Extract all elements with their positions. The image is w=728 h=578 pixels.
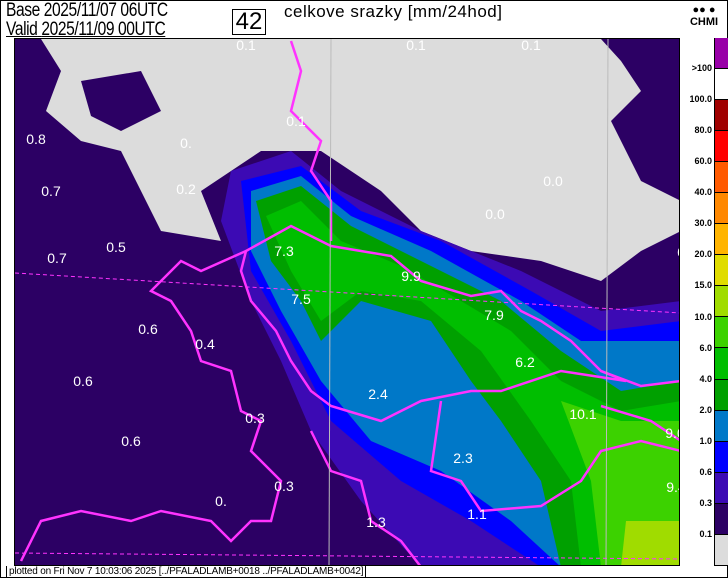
- legend-label: 100.0: [689, 94, 712, 105]
- logo-mark-icon: ●● ●: [692, 4, 716, 16]
- precip-value-label: 0.1: [406, 38, 426, 53]
- meridian-lines: [328, 39, 609, 565]
- precip-value-label: 0.: [180, 135, 192, 151]
- legend-label: 0.1: [699, 528, 712, 539]
- precip-0.3-ne: [601, 39, 679, 200]
- legend-swatch: [715, 38, 728, 70]
- valid-time: 2025/11/09 00UTC: [41, 19, 166, 40]
- precip-value-label: 0.7: [41, 183, 61, 199]
- map-svg: [15, 39, 679, 565]
- legend-swatch: [715, 534, 728, 566]
- precip-0.3-patch: [81, 71, 161, 131]
- legend-swatch: [715, 503, 728, 535]
- precip-value-label: 1.3: [366, 514, 386, 530]
- legend-swatch: [715, 224, 728, 256]
- legend-swatch: [715, 100, 728, 132]
- precip-value-label: 7.9: [484, 307, 504, 323]
- latitude-line: [15, 272, 679, 314]
- legend-label: 2.0: [699, 404, 712, 415]
- latitude-line: [15, 552, 679, 560]
- base-label: Base: [6, 0, 40, 21]
- legend-swatch: [715, 348, 728, 380]
- legend-label: 80.0: [694, 125, 712, 136]
- precip-value-label: 0.7: [47, 250, 67, 266]
- precip-value-label: 2.4: [368, 386, 388, 402]
- precip-15-region: [621, 521, 679, 565]
- legend-swatch: [715, 255, 728, 287]
- legend-swatch: [715, 472, 728, 504]
- precip-6.0-region: [266, 201, 679, 565]
- lat-lon-grid: [15, 272, 679, 560]
- precip-value-label: 0.3: [274, 478, 294, 494]
- precip-value-label: 9.4: [666, 479, 679, 495]
- legend-label: 10.0: [694, 311, 712, 322]
- base-line: Base 2025/11/07 06UTC: [6, 1, 168, 20]
- legend-label: 0.3: [699, 497, 712, 508]
- legend-swatch: [715, 193, 728, 225]
- legend-swatch: [715, 131, 728, 163]
- precip-value-label: 0.2: [677, 245, 679, 259]
- precip-value-label: 0.0: [543, 173, 563, 189]
- border-south: [309, 430, 422, 565]
- legend-label: 60.0: [694, 156, 712, 167]
- precip-value-label: 9.9: [401, 268, 421, 284]
- precip-value-label: 0.4: [195, 336, 215, 352]
- valid-label: Valid: [6, 19, 38, 40]
- country-borders: [19, 40, 679, 565]
- legend-swatch: [715, 286, 728, 318]
- precip-value-label: 0.5: [106, 239, 126, 255]
- legend-swatch: [715, 410, 728, 442]
- footer-info: plotted on Fri Nov 7 10:03:06 2025 [../P…: [6, 566, 367, 578]
- precip-value-label: 0.6: [73, 373, 93, 389]
- precip-value-label: 0.8: [26, 131, 46, 147]
- precip-value-label: 7.5: [291, 291, 311, 307]
- precip-value-label: 0.1: [521, 38, 541, 53]
- precip-value-label: 1.1: [467, 506, 487, 522]
- precip-value-label: 0.2: [176, 181, 196, 197]
- legend-label: 4.0: [699, 373, 712, 384]
- chmi-logo: ●● ● CHMI: [686, 4, 722, 28]
- legend-swatch: [715, 317, 728, 349]
- precip-value-label: 7.3: [274, 243, 294, 259]
- forecast-hour-box: 42: [232, 9, 266, 35]
- precip-value-label: 0.3: [245, 410, 265, 426]
- precip-value-label: 0.0: [485, 206, 505, 222]
- precip-value-label: 2.3: [453, 450, 473, 466]
- logo-text: CHMI: [689, 16, 719, 28]
- legend-label: 30.0: [694, 218, 712, 229]
- precip-value-label: 6.2: [515, 354, 535, 370]
- legend-swatch: [715, 379, 728, 411]
- precip-value-label: 10.1: [569, 406, 597, 422]
- precip-value-label: 9.0: [665, 425, 679, 441]
- map-title: celkove srazky [mm/24hod]: [284, 2, 503, 21]
- valid-line: Valid 2025/11/09 00UTC: [6, 19, 166, 40]
- legend-swatch: [715, 162, 728, 194]
- legend-label: 15.0: [694, 280, 712, 291]
- precip-value-label: 0.6: [138, 321, 158, 337]
- border-slovakia: [429, 369, 679, 513]
- base-time: 2025/11/07 06UTC: [43, 0, 168, 21]
- border-west: [19, 40, 333, 562]
- legend-label: >100: [691, 63, 712, 74]
- legend-swatch: [715, 441, 728, 473]
- precip-value-label: 0.1: [236, 38, 256, 53]
- precip-value-label: 0.6: [121, 433, 141, 449]
- legend-label: 0.6: [699, 466, 712, 477]
- precipitation-map: 0.1 0.1 0.1 0. 0.3 0.1 0.8 0. 0.0 0.7 0.2 0.0 0.7 0.5…: [14, 38, 680, 566]
- color-legend: [714, 38, 728, 566]
- legend-label: 20.0: [694, 249, 712, 260]
- legend-label: 1.0: [699, 435, 712, 446]
- border-czechia: [239, 224, 627, 423]
- legend-label: 40.0: [694, 187, 712, 198]
- precip-value-label: 0.1: [286, 113, 306, 129]
- legend-swatch: [715, 69, 728, 101]
- precip-value-label: 0.: [215, 493, 227, 509]
- legend-label: 6.0: [699, 342, 712, 353]
